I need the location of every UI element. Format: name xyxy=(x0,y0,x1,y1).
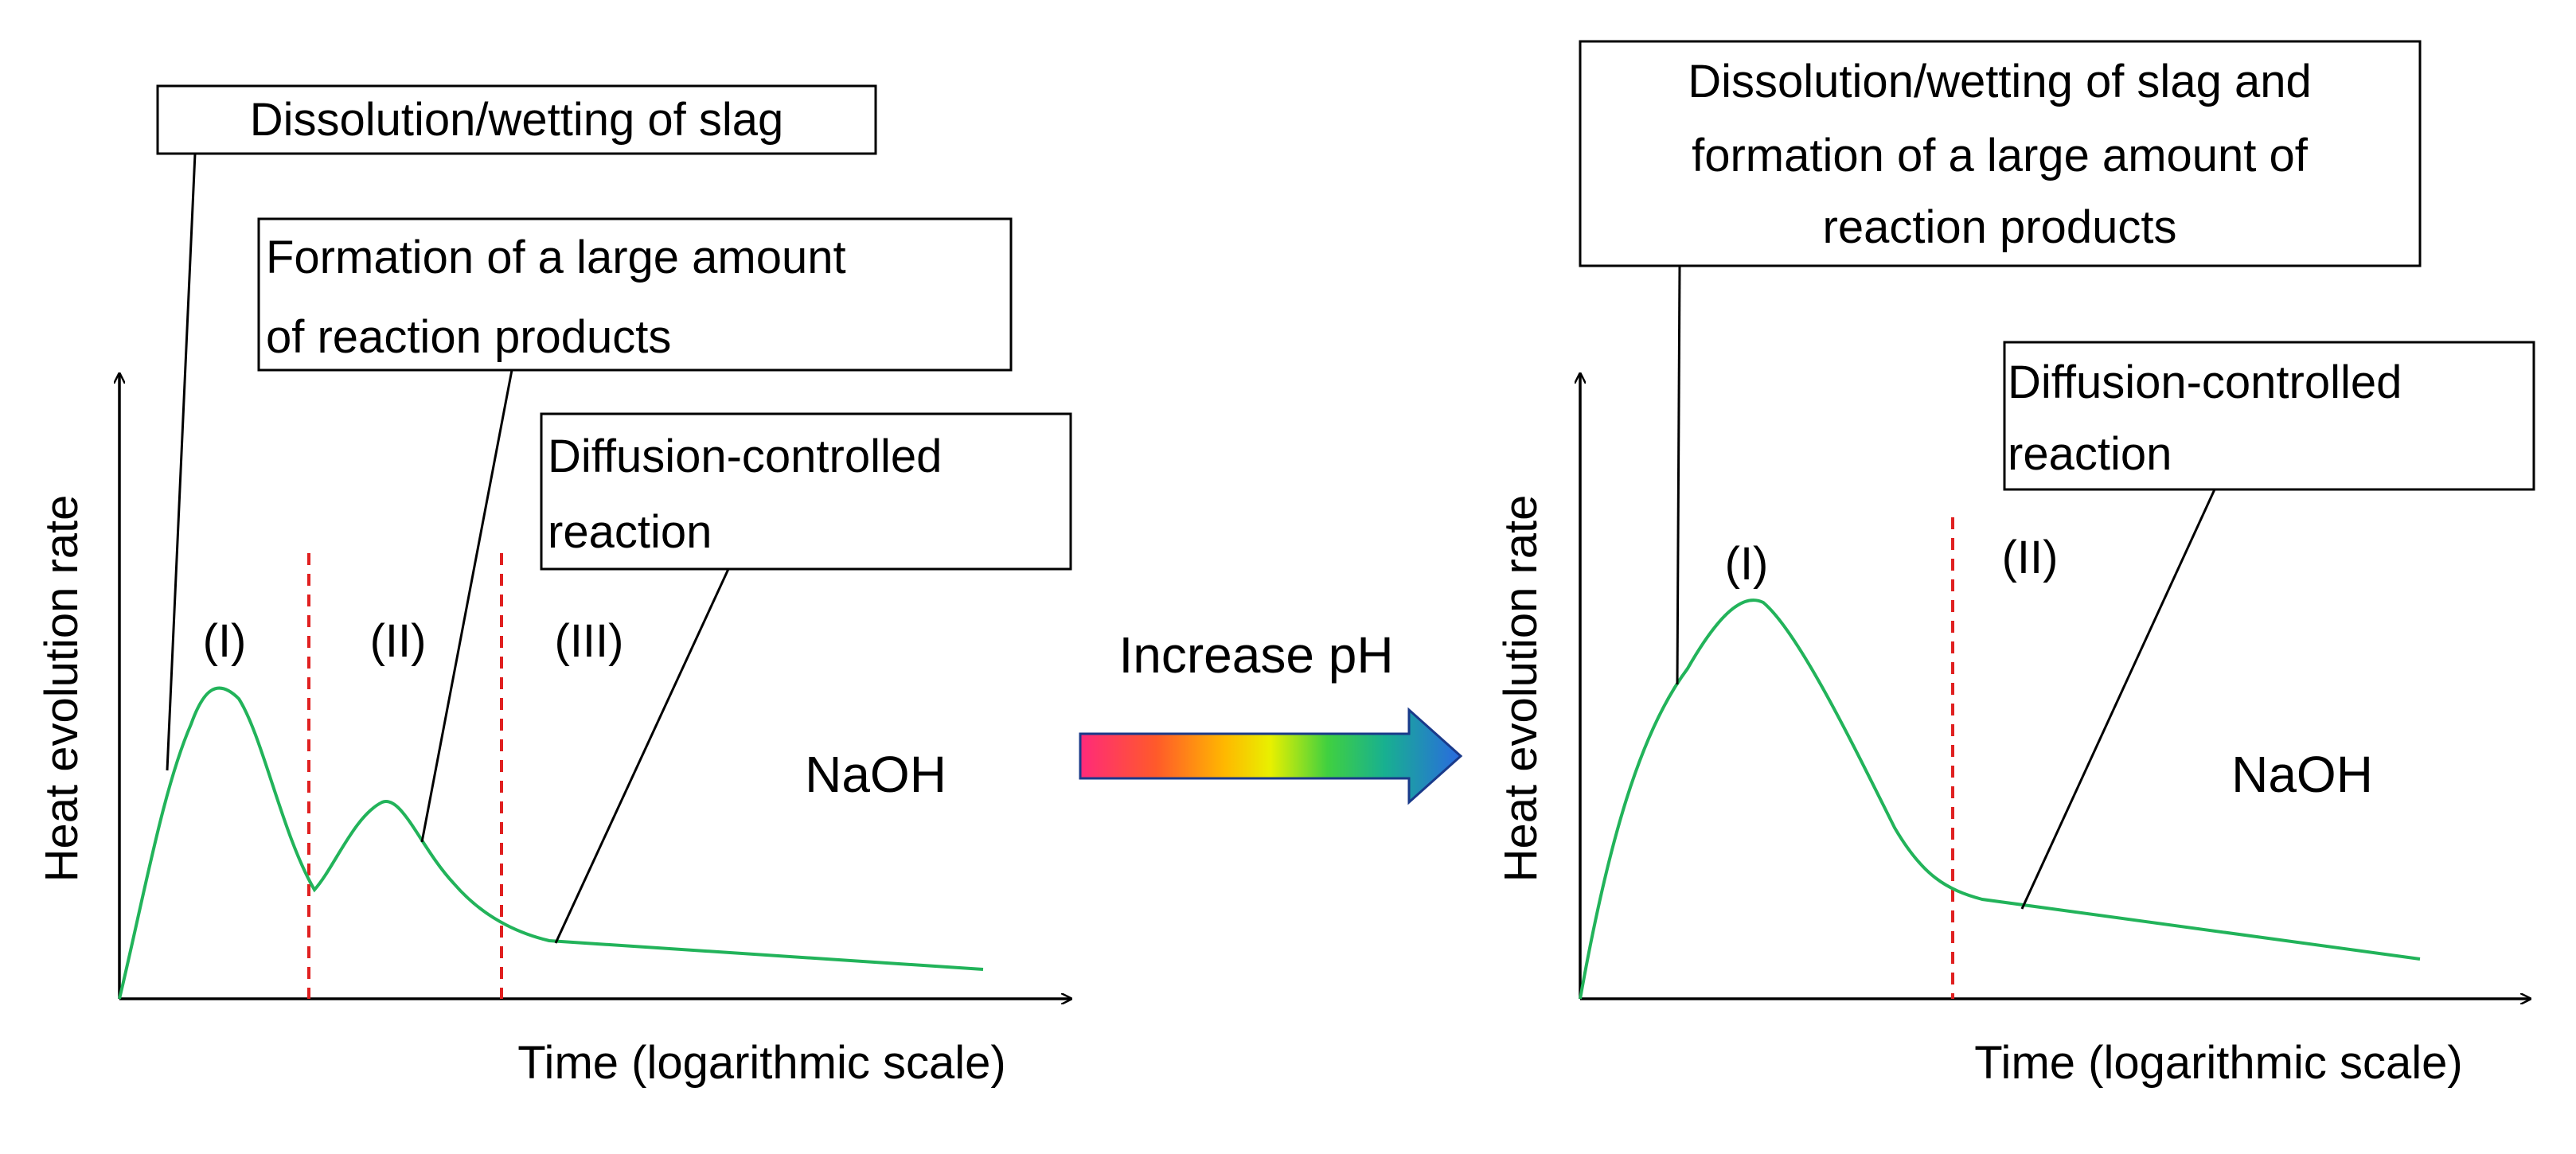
left-dissolution-leader xyxy=(166,153,197,771)
right-region-2: (II) xyxy=(2002,532,2059,583)
right-x-axis-label: Time (logarithmic scale) xyxy=(1974,1037,2462,1089)
left-diffusion-box xyxy=(540,412,1072,571)
left-panel: Heat evolution rate Time (logarithmic sc… xyxy=(36,84,1072,1089)
ph-arrow: Increase pH xyxy=(1079,626,1463,805)
right-dissolution-text-3: reaction products xyxy=(1823,201,2177,253)
left-dissolution-text: Dissolution/wetting of slag xyxy=(250,94,784,146)
left-diffusion-text-2: reaction xyxy=(548,506,712,558)
right-solution-label: NaOH xyxy=(2231,746,2373,803)
right-panel: Heat evolution rate Time (logarithmic sc… xyxy=(1495,40,2535,1089)
left-formation-text-1: Formation of a large amount xyxy=(266,232,846,283)
right-diffusion-box xyxy=(2003,341,2535,491)
left-formation-text-2: of reaction products xyxy=(266,311,671,363)
right-y-axis-label: Heat evolution rate xyxy=(1495,495,1547,883)
right-diffusion-text-2: reaction xyxy=(2008,428,2172,480)
right-diffusion-text-1: Diffusion-controlled xyxy=(2008,357,2402,408)
left-region-1: (I) xyxy=(203,615,247,667)
right-region-1: (I) xyxy=(1725,538,1769,590)
left-solution-label: NaOH xyxy=(805,746,946,803)
left-dissolution-box xyxy=(156,84,877,155)
left-formation-box xyxy=(257,217,1013,372)
left-heat-curve xyxy=(118,686,984,1000)
right-dissolution-text-2: formation of a large amount of xyxy=(1692,130,2309,181)
right-diffusion-leader xyxy=(2020,489,2216,910)
left-formation-leader xyxy=(420,369,513,843)
left-diffusion-text-1: Diffusion-controlled xyxy=(548,431,942,482)
ph-arrow-shape xyxy=(1079,707,1463,805)
ph-arrow-label: Increase pH xyxy=(1118,626,1393,684)
right-dissolution-box xyxy=(1579,40,2422,267)
right-heat-curve xyxy=(1579,598,2421,1000)
left-region-2: (II) xyxy=(370,615,427,667)
right-dissolution-leader xyxy=(1676,265,1681,685)
left-diffusion-leader xyxy=(554,568,730,944)
left-region-3: (III) xyxy=(555,615,624,667)
left-x-axis-label: Time (logarithmic scale) xyxy=(517,1037,1005,1089)
left-y-axis-label: Heat evolution rate xyxy=(36,495,88,883)
right-dissolution-text-1: Dissolution/wetting of slag and xyxy=(1688,56,2311,107)
